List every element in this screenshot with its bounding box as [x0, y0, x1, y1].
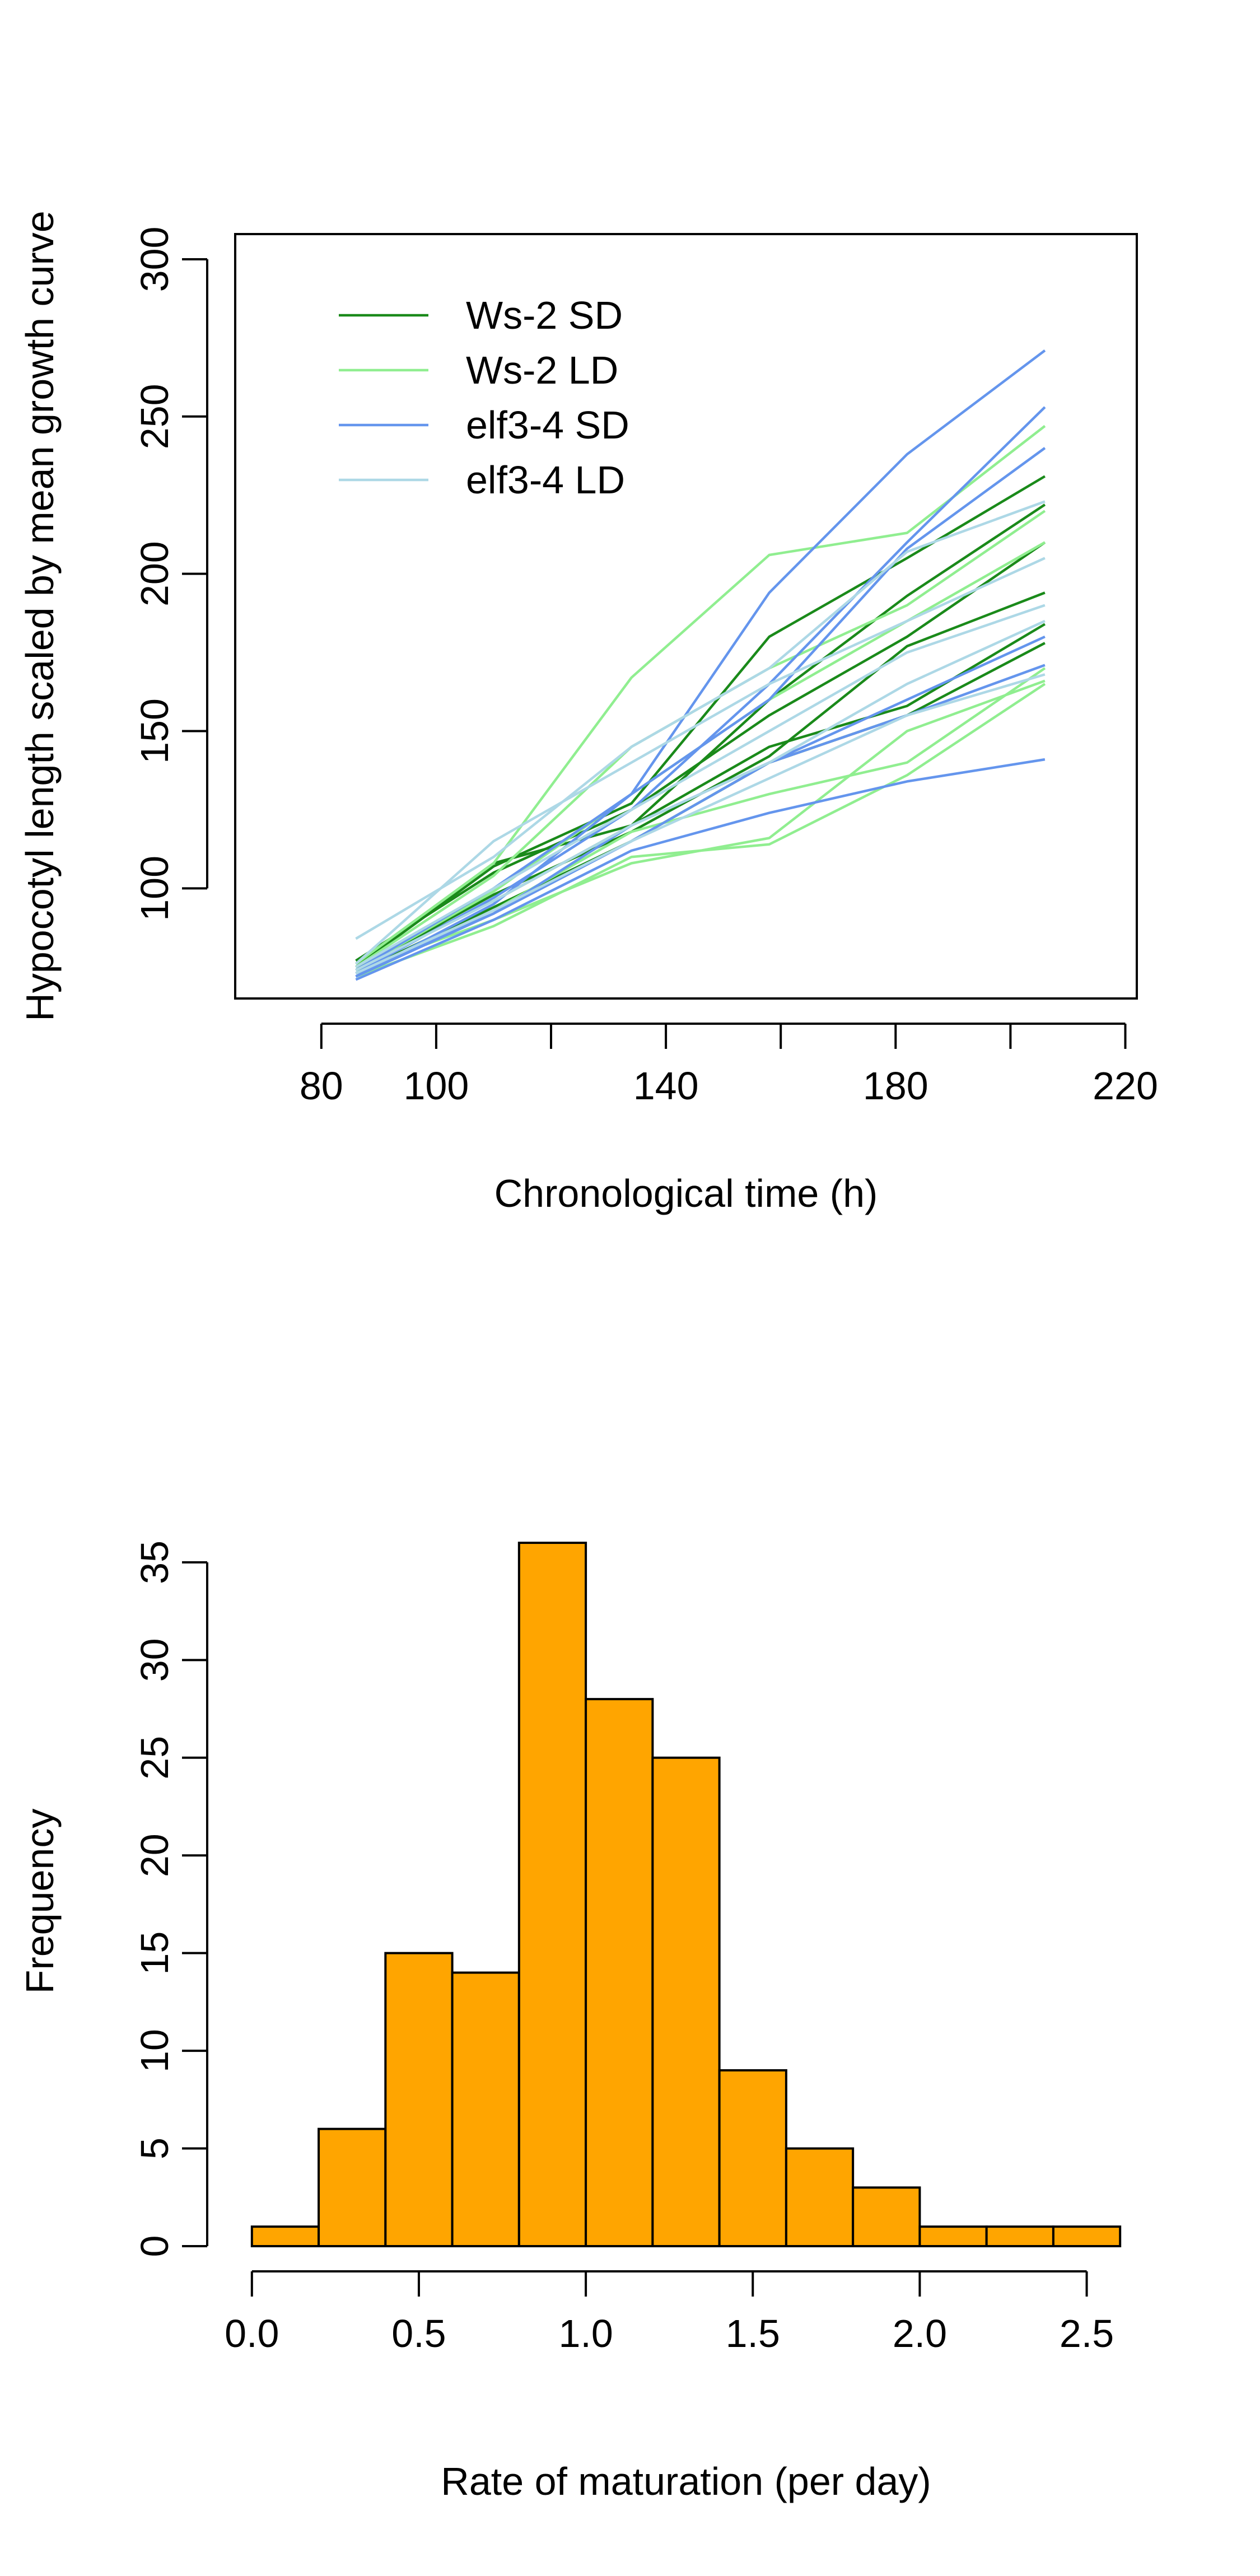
y-tick-label: 30	[133, 1638, 176, 1682]
x-tick-label: 220	[1093, 1064, 1158, 1108]
y-tick-label: 10	[133, 2029, 176, 2073]
line-y-axis-label: Hypocotyl length scaled by mean growth c…	[18, 211, 62, 1021]
histogram-bar	[1052, 2225, 1122, 2247]
series-line-18	[355, 758, 1046, 981]
series-line-15	[355, 447, 1046, 978]
histogram-bar	[517, 1542, 587, 2247]
series-line-19	[355, 500, 1046, 940]
series-line-20	[354, 557, 1046, 965]
series-line-12	[355, 683, 1046, 978]
histogram-bar	[384, 1952, 454, 2248]
series-line-22	[355, 619, 1046, 972]
histogram-bar	[451, 1971, 520, 2248]
legend: Ws-2 SD Ws-2 LD elf3-4 SD elf3-4 LD	[339, 293, 629, 502]
y-tick-label: 300	[133, 227, 176, 292]
histogram-bar	[718, 2069, 787, 2247]
histogram-bar	[985, 2225, 1054, 2247]
y-tick-label: 15	[133, 1931, 176, 1975]
line-plot-frame	[234, 233, 1138, 1000]
histogram-bar	[785, 2147, 855, 2248]
x-tick-label: 180	[863, 1064, 928, 1108]
y-tick-label: 20	[133, 1833, 176, 1877]
y-tick-label: 250	[133, 384, 176, 449]
series-line-23	[355, 673, 1046, 975]
x-tick-label: 0.5	[391, 2312, 446, 2355]
x-tick-label: 140	[633, 1064, 699, 1108]
histogram-bar	[651, 1756, 721, 2248]
series-line-7	[355, 424, 1046, 965]
series-line-21	[355, 604, 1046, 968]
y-tick-label: 200	[133, 541, 176, 606]
y-tick-label: 150	[133, 698, 176, 764]
series-line-17	[355, 664, 1046, 978]
x-tick-label: 100	[404, 1064, 469, 1108]
legend-label: elf3-4 SD	[466, 403, 629, 447]
y-tick-label: 100	[133, 856, 176, 921]
x-tick-label: 2.0	[893, 2312, 947, 2355]
line-x-axis-label: Chronological time (h)	[494, 1172, 878, 1215]
histogram-bar	[852, 2186, 921, 2247]
histogram-bar	[318, 2127, 387, 2248]
histogram-bars	[250, 1542, 1122, 2248]
x-tick-label: 1.5	[726, 2312, 780, 2355]
legend-label: Ws-2 SD	[466, 293, 623, 337]
x-tick-label: 0.0	[225, 2312, 279, 2355]
histogram-bar	[918, 2225, 988, 2247]
histogram-bar	[585, 1698, 654, 2247]
hist-x-axis: 0.0 0.5 1.0 1.5 2.0 2.5	[225, 2270, 1114, 2355]
series-line-3	[355, 541, 1046, 962]
line-y-axis: 100 150 200 250 300	[133, 227, 208, 921]
y-tick-label: 5	[133, 2138, 176, 2159]
series-line-4	[355, 591, 1046, 972]
legend-label: Ws-2 LD	[466, 348, 618, 392]
hist-y-axis-label: Frequency	[18, 1809, 62, 1994]
x-tick-label: 80	[300, 1064, 343, 1108]
x-tick-label: 2.5	[1060, 2312, 1114, 2355]
hist-x-axis-label: Rate of maturation (per day)	[441, 2460, 931, 2503]
maturation-rate-histogram: 0.0 0.5 1.0 1.5 2.0 2.5 0 5 10 15 20 25 30 35 Rate o…	[18, 1541, 1122, 2503]
x-tick-label: 1.0	[558, 2312, 613, 2355]
histogram-bar	[250, 2225, 320, 2247]
hist-y-axis: 0 5 10 15 20 25 30 35	[133, 1541, 208, 2257]
line-x-axis: 80 100 140 180 220	[300, 1023, 1158, 1108]
line-series-group	[354, 349, 1046, 981]
legend-label: elf3-4 LD	[466, 458, 625, 502]
y-tick-label: 0	[133, 2236, 176, 2257]
y-tick-label: 35	[133, 1541, 176, 1584]
y-tick-label: 25	[133, 1736, 176, 1780]
